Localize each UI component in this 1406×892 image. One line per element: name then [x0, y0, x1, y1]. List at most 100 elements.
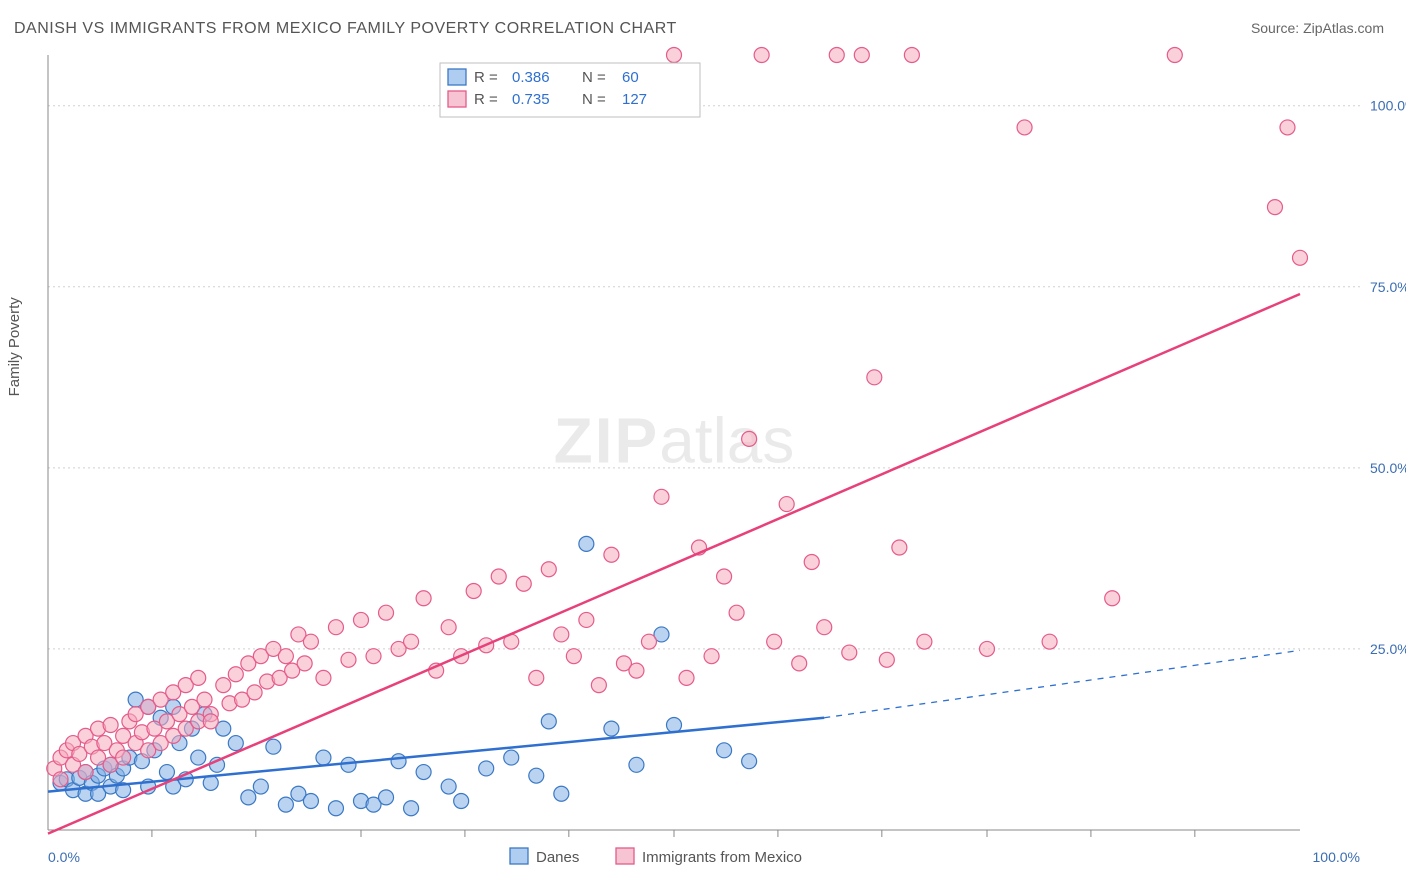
- data-point: [892, 540, 907, 555]
- data-point: [641, 634, 656, 649]
- data-point: [441, 779, 456, 794]
- scatter-chart: ZIPatlas 25.0% 50.0% 75.0% 100.0% 0.0% 100.0% R…: [0, 0, 1406, 892]
- data-point: [654, 489, 669, 504]
- data-point: [247, 685, 262, 700]
- data-point: [391, 754, 406, 769]
- data-point: [842, 645, 857, 660]
- data-point: [379, 605, 394, 620]
- legend-swatch: [448, 69, 466, 85]
- data-point: [103, 717, 118, 732]
- data-point: [729, 605, 744, 620]
- data-point: [278, 649, 293, 664]
- legend-swatch: [510, 848, 528, 864]
- data-point: [316, 670, 331, 685]
- data-point: [742, 754, 757, 769]
- data-point: [804, 555, 819, 570]
- data-point: [980, 641, 995, 656]
- data-point: [197, 692, 212, 707]
- data-point: [191, 670, 206, 685]
- data-point: [116, 750, 131, 765]
- legend-label: Danes: [536, 849, 579, 866]
- data-point: [779, 497, 794, 512]
- legend-n-value: 127: [622, 91, 647, 108]
- data-point: [366, 649, 381, 664]
- data-point: [454, 794, 469, 809]
- data-point: [416, 765, 431, 780]
- trend-line-ext: [824, 650, 1300, 717]
- data-point: [316, 750, 331, 765]
- data-point: [917, 634, 932, 649]
- legend-r-value: 0.386: [512, 69, 550, 86]
- data-point: [767, 634, 782, 649]
- trend-line: [48, 294, 1300, 834]
- data-point: [266, 739, 281, 754]
- data-point: [253, 779, 268, 794]
- legend-r-label: R =: [474, 69, 498, 86]
- data-point: [228, 667, 243, 682]
- data-point: [817, 620, 832, 635]
- data-point: [278, 797, 293, 812]
- data-point: [491, 569, 506, 584]
- legend-n-label: N =: [582, 91, 606, 108]
- data-point: [629, 757, 644, 772]
- data-point: [516, 576, 531, 591]
- x-tick-label: 100.0%: [1313, 849, 1360, 865]
- data-point: [479, 761, 494, 776]
- data-point: [241, 790, 256, 805]
- data-point: [529, 768, 544, 783]
- data-point: [704, 649, 719, 664]
- y-tick-label: 75.0%: [1370, 279, 1406, 295]
- svg-text:ZIPatlas: ZIPatlas: [554, 405, 795, 477]
- data-point: [579, 612, 594, 627]
- x-tick-label: 0.0%: [48, 849, 80, 865]
- data-point: [228, 736, 243, 751]
- data-point: [404, 634, 419, 649]
- data-point: [297, 656, 312, 671]
- data-point: [629, 663, 644, 678]
- data-point: [441, 620, 456, 635]
- data-point: [504, 750, 519, 765]
- data-point: [717, 743, 732, 758]
- data-point: [1280, 120, 1295, 135]
- data-point: [604, 721, 619, 736]
- y-tick-label: 50.0%: [1370, 460, 1406, 476]
- data-point: [1267, 200, 1282, 215]
- legend-swatch: [616, 848, 634, 864]
- data-point: [854, 48, 869, 63]
- data-point: [1293, 250, 1308, 265]
- data-point: [742, 431, 757, 446]
- data-point: [416, 591, 431, 606]
- data-point: [341, 652, 356, 667]
- data-point: [829, 48, 844, 63]
- data-point: [303, 634, 318, 649]
- legend-label: Immigrants from Mexico: [642, 849, 802, 866]
- data-point: [879, 652, 894, 667]
- data-point: [328, 801, 343, 816]
- legend-swatch: [448, 91, 466, 107]
- data-point: [667, 717, 682, 732]
- data-point: [667, 48, 682, 63]
- data-point: [379, 790, 394, 805]
- data-point: [604, 547, 619, 562]
- data-point: [216, 678, 231, 693]
- data-point: [1167, 48, 1182, 63]
- data-point: [466, 583, 481, 598]
- legend-n-label: N =: [582, 69, 606, 86]
- y-tick-label: 25.0%: [1370, 641, 1406, 657]
- legend-r-value: 0.735: [512, 91, 550, 108]
- data-point: [679, 670, 694, 685]
- data-point: [404, 801, 419, 816]
- data-point: [867, 370, 882, 385]
- data-point: [591, 678, 606, 693]
- data-point: [554, 627, 569, 642]
- data-point: [792, 656, 807, 671]
- data-point: [579, 536, 594, 551]
- data-point: [159, 765, 174, 780]
- y-tick-label: 100.0%: [1370, 98, 1406, 114]
- data-point: [1017, 120, 1032, 135]
- data-point: [541, 714, 556, 729]
- data-point: [354, 612, 369, 627]
- legend-r-label: R =: [474, 91, 498, 108]
- data-point: [1105, 591, 1120, 606]
- legend-n-value: 60: [622, 69, 639, 86]
